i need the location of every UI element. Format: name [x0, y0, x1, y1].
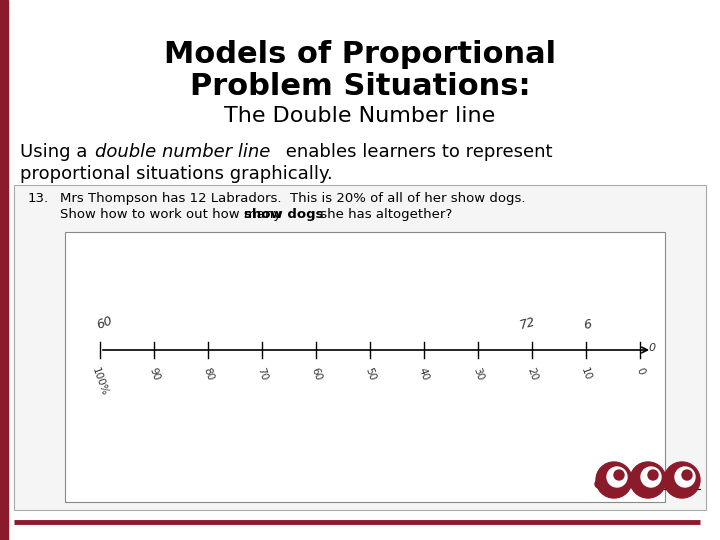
- Text: 0: 0: [634, 366, 646, 375]
- Text: Answer:: Answer:: [606, 475, 656, 488]
- Text: Problem, Context and Percentages: Problem, Context and Percentages: [184, 311, 536, 329]
- Text: Models of Proportional: Models of Proportional: [164, 40, 556, 69]
- Circle shape: [614, 470, 624, 480]
- Text: 40: 40: [417, 366, 431, 382]
- Circle shape: [629, 480, 637, 488]
- Text: Problem Situations:: Problem Situations:: [189, 72, 531, 101]
- Text: Show how to work out how many: Show how to work out how many: [60, 208, 286, 221]
- Circle shape: [596, 462, 632, 498]
- Text: she has altogether?: she has altogether?: [316, 208, 452, 221]
- Text: 80: 80: [201, 366, 215, 382]
- Text: 20: 20: [525, 366, 539, 382]
- Circle shape: [682, 470, 692, 480]
- Text: 6: 6: [583, 318, 593, 332]
- Bar: [0, 0, 8, 540]
- Circle shape: [648, 470, 658, 480]
- Text: Using a: Using a: [20, 143, 93, 161]
- Text: 10: 10: [579, 366, 593, 382]
- Text: 13.: 13.: [28, 192, 49, 205]
- Text: Mrs Thompson has 12 Labradors.  This is 20% of all of her show dogs.: Mrs Thompson has 12 Labradors. This is 2…: [60, 192, 526, 205]
- Text: show dogs: show dogs: [244, 208, 323, 221]
- Text: 60dogs: 60dogs: [654, 475, 700, 488]
- Circle shape: [607, 467, 627, 487]
- FancyBboxPatch shape: [65, 232, 665, 502]
- Text: 70: 70: [255, 366, 269, 382]
- Text: 0: 0: [648, 343, 655, 353]
- Text: 50: 50: [363, 366, 377, 382]
- Text: 60: 60: [309, 366, 323, 382]
- Text: double number line: double number line: [95, 143, 271, 161]
- Text: 100%: 100%: [90, 366, 109, 397]
- Text: enables learners to represent: enables learners to represent: [280, 143, 552, 161]
- Text: 60: 60: [95, 314, 114, 332]
- Circle shape: [663, 480, 671, 488]
- Circle shape: [630, 462, 666, 498]
- Circle shape: [595, 480, 603, 488]
- Text: 30: 30: [471, 366, 485, 382]
- Text: 90: 90: [147, 366, 161, 382]
- Circle shape: [641, 467, 661, 487]
- Text: 72: 72: [518, 315, 537, 332]
- Text: proportional situations graphically.: proportional situations graphically.: [20, 165, 333, 183]
- Circle shape: [664, 462, 700, 498]
- Circle shape: [675, 467, 695, 487]
- FancyBboxPatch shape: [14, 185, 706, 510]
- Text: The Double Number line: The Double Number line: [225, 106, 495, 126]
